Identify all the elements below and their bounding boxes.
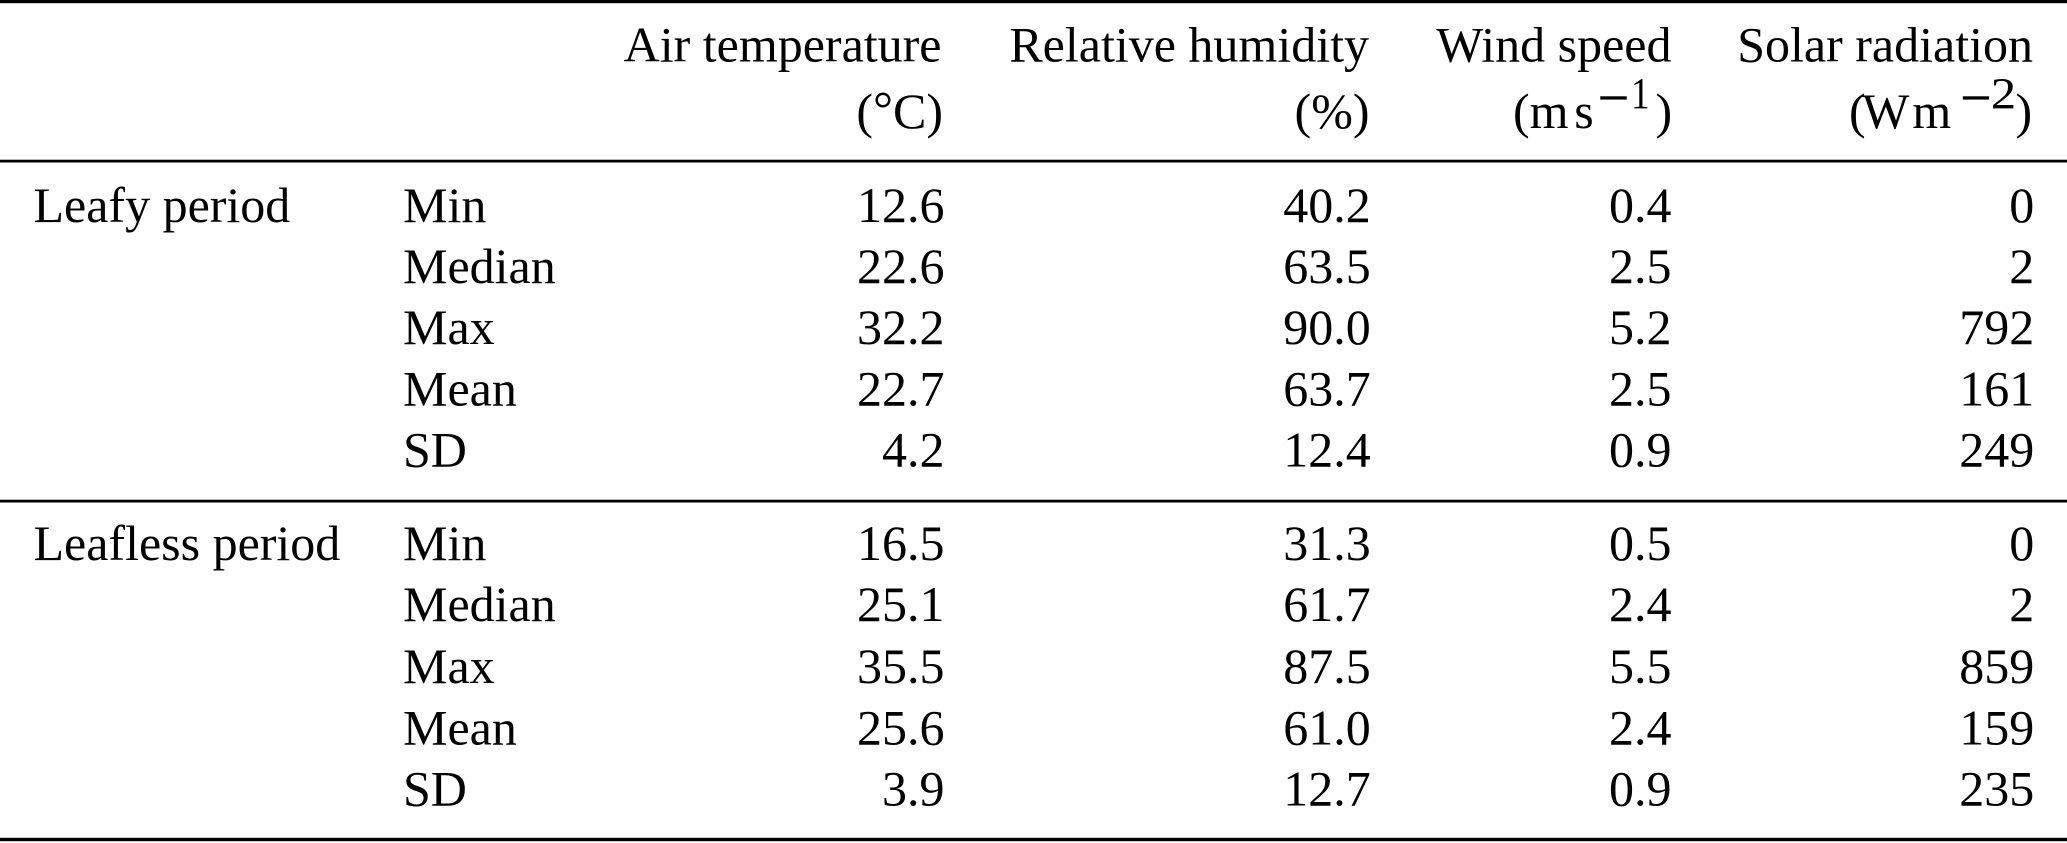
svg-text:Mean: Mean — [403, 360, 517, 416]
svg-text:2.5: 2.5 — [1609, 238, 1672, 294]
svg-text:Max: Max — [403, 638, 495, 694]
svg-text:0: 0 — [2009, 515, 2034, 571]
svg-text:792: 792 — [1959, 299, 2034, 355]
svg-text:Mean: Mean — [403, 699, 517, 755]
svg-text:SD: SD — [403, 421, 467, 477]
svg-text:90.0: 90.0 — [1283, 299, 1371, 355]
svg-text:22.6: 22.6 — [857, 238, 945, 294]
svg-text:5.2: 5.2 — [1609, 299, 1672, 355]
svg-text:Max: Max — [403, 299, 495, 355]
svg-text:2.4: 2.4 — [1609, 576, 1672, 632]
svg-text:249: 249 — [1959, 421, 2034, 477]
svg-text:s: s — [1574, 83, 1593, 139]
svg-text:61.7: 61.7 — [1283, 576, 1371, 632]
svg-text:35.5: 35.5 — [857, 638, 945, 694]
svg-text:32.2: 32.2 — [857, 299, 945, 355]
svg-text:2.5: 2.5 — [1609, 360, 1672, 416]
svg-text:(°C): (°C) — [856, 81, 943, 139]
svg-text:859: 859 — [1959, 638, 2034, 694]
svg-text:25.1: 25.1 — [857, 576, 945, 632]
svg-text:Leafless period: Leafless period — [34, 515, 341, 571]
svg-text:12.6: 12.6 — [857, 177, 945, 233]
svg-text:Relative humidity: Relative humidity — [1009, 17, 1369, 73]
svg-text:m: m — [1912, 83, 1951, 139]
svg-text:(: ( — [1849, 83, 1866, 139]
svg-text:16.5: 16.5 — [857, 515, 945, 571]
svg-text:Wind speed: Wind speed — [1436, 17, 1671, 73]
svg-text:(%): (%) — [1295, 83, 1370, 139]
svg-text:Solar radiation: Solar radiation — [1737, 17, 2033, 73]
svg-text:3.9: 3.9 — [882, 761, 945, 817]
svg-text:0.9: 0.9 — [1609, 761, 1672, 817]
svg-text:0.5: 0.5 — [1609, 515, 1672, 571]
svg-text:12.7: 12.7 — [1283, 761, 1371, 817]
svg-text:12.4: 12.4 — [1283, 421, 1371, 477]
svg-text:161: 161 — [1959, 360, 2034, 416]
svg-text:SD: SD — [403, 761, 467, 817]
svg-text:22.7: 22.7 — [857, 360, 945, 416]
svg-text:63.5: 63.5 — [1283, 238, 1371, 294]
svg-text:W: W — [1862, 83, 1910, 139]
svg-text:2.4: 2.4 — [1609, 699, 1672, 755]
svg-text:Median: Median — [403, 238, 556, 294]
svg-text:4.2: 4.2 — [882, 421, 945, 477]
svg-text:(m: (m — [1513, 83, 1569, 139]
svg-text:235: 235 — [1959, 761, 2034, 817]
svg-text:5.5: 5.5 — [1609, 638, 1672, 694]
svg-text:Min: Min — [403, 515, 486, 571]
svg-text:Median: Median — [403, 576, 556, 632]
svg-text:): ) — [1656, 83, 1673, 139]
svg-text:): ) — [2016, 83, 2033, 139]
svg-text:31.3: 31.3 — [1283, 515, 1371, 571]
svg-text:25.6: 25.6 — [857, 699, 945, 755]
svg-text:159: 159 — [1959, 699, 2034, 755]
svg-text:0: 0 — [2009, 177, 2034, 233]
svg-text:Air temperature: Air temperature — [624, 17, 942, 73]
svg-text:87.5: 87.5 — [1283, 638, 1371, 694]
svg-text:63.7: 63.7 — [1283, 360, 1371, 416]
svg-text:40.2: 40.2 — [1283, 177, 1371, 233]
svg-text:2: 2 — [2009, 576, 2034, 632]
svg-text:Leafy period: Leafy period — [34, 177, 291, 233]
svg-text:0.9: 0.9 — [1609, 421, 1672, 477]
svg-text:0.4: 0.4 — [1609, 177, 1672, 233]
svg-text:Min: Min — [403, 177, 486, 233]
svg-text:2: 2 — [2009, 238, 2034, 294]
svg-text:61.0: 61.0 — [1283, 699, 1371, 755]
